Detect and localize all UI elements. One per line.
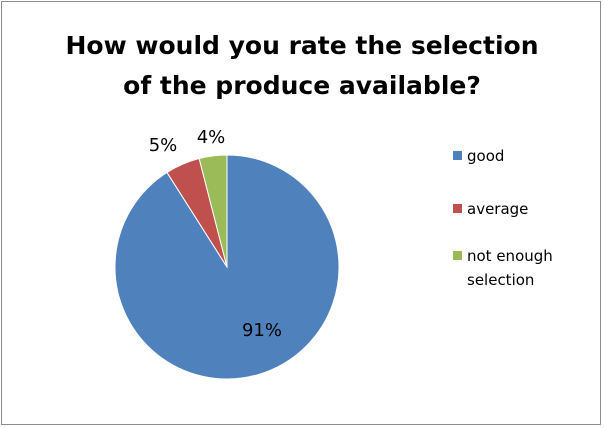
legend-swatch-good [453,151,462,160]
pie-data-labels: 91% 5% 4% [149,127,282,341]
legend-label-not-enough-selection-line-2: selection [467,271,535,289]
legend-label-average: average [467,200,529,218]
chart-title-line-1: How would you rate the selection [65,31,539,60]
pie-slice-not-enough-selection [198,154,228,268]
chart-title-line-2: of the produce available? [123,71,481,100]
pie-slices [114,154,340,380]
legend-swatch-average [453,204,462,213]
data-label-not-enough-selection: 4% [197,127,226,148]
legend-swatch-not-enough-selection [453,251,462,260]
data-label-average: 5% [149,135,178,156]
data-label-good: 91% [242,320,282,341]
legend-label-not-enough-selection-line-1: not enough [467,247,553,265]
legend-label-good: good [467,147,505,165]
